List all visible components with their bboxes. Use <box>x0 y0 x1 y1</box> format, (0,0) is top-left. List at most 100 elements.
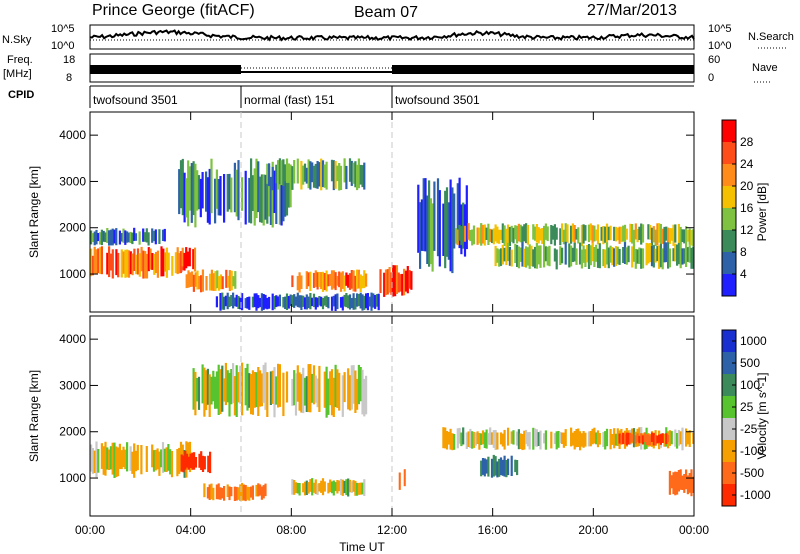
echo-cell <box>327 297 330 309</box>
echo-cell <box>248 296 251 310</box>
echo-cell <box>198 276 201 290</box>
echo-cell <box>607 247 610 269</box>
echo-cell <box>223 378 226 402</box>
echo-cell <box>311 373 314 403</box>
colorbar-swatch <box>722 252 736 275</box>
echo-cell <box>357 269 360 289</box>
echo-cell <box>345 272 348 286</box>
echo-cell <box>318 483 321 492</box>
echo-cell <box>268 165 271 217</box>
nave-label: Nave <box>752 62 778 74</box>
echo-cell <box>273 367 276 418</box>
echo-cell <box>595 244 598 262</box>
echo-cell <box>97 233 100 242</box>
echo-cell <box>352 162 355 184</box>
colorbar-swatch <box>722 418 736 441</box>
echo-cell <box>140 246 143 272</box>
echo-cell <box>604 431 607 450</box>
echo-cell <box>230 487 233 497</box>
echo-cell <box>302 165 305 185</box>
echo-cell <box>632 244 636 262</box>
echo-cell <box>90 444 93 472</box>
echo-cell <box>187 456 190 470</box>
colorbar-swatch <box>722 274 736 297</box>
echo-cell <box>496 226 499 244</box>
echo-cell <box>330 296 334 311</box>
echo-cell <box>665 226 668 241</box>
echo-cell <box>501 459 504 476</box>
echo-cell <box>186 251 190 267</box>
echo-cell <box>384 269 388 296</box>
echo-cell <box>692 246 695 269</box>
echo-cell <box>692 229 695 247</box>
echo-cell <box>456 229 459 246</box>
echo-cell <box>134 450 138 472</box>
echo-cell <box>641 248 645 269</box>
echo-cell <box>631 246 634 268</box>
echo-cell <box>458 177 461 249</box>
echo-cell <box>453 193 456 249</box>
echo-cell <box>255 484 258 497</box>
echo-cell <box>553 224 556 246</box>
echo-cell <box>356 293 359 307</box>
echo-cell <box>316 297 319 308</box>
echo-cell <box>499 457 503 476</box>
echo-cell <box>282 372 285 417</box>
echo-cell <box>99 247 102 274</box>
echo-cell <box>681 248 684 265</box>
echo-cell <box>259 176 262 223</box>
echo-cell <box>499 248 503 266</box>
echo-cell <box>631 434 634 442</box>
echo-cell <box>309 364 312 413</box>
echo-cell <box>314 297 317 310</box>
echo-cell <box>512 227 515 244</box>
echo-cell <box>145 446 148 472</box>
echo-cell <box>692 432 695 444</box>
echo-cell <box>685 469 688 490</box>
echo-cell <box>356 269 359 289</box>
echo-cell <box>158 229 161 244</box>
echo-cell <box>255 293 258 311</box>
echo-cell <box>690 469 693 497</box>
echo-cell <box>191 271 194 287</box>
echo-cell <box>332 160 335 191</box>
echo-cell <box>668 228 671 244</box>
echo-cell <box>307 296 310 309</box>
echo-cell <box>426 195 429 264</box>
echo-cell <box>251 296 254 308</box>
echo-cell <box>659 224 662 246</box>
echo-cell <box>275 376 278 405</box>
echo-cell <box>294 482 298 494</box>
echo-cell <box>667 242 670 269</box>
echo-cell <box>467 223 470 240</box>
echo-cell <box>302 295 305 307</box>
echo-cell <box>225 269 228 288</box>
echo-cell <box>343 158 346 183</box>
echo-cell <box>341 375 344 417</box>
echo-cell <box>429 198 432 265</box>
echo-cell <box>356 482 359 496</box>
echo-cell <box>508 247 511 266</box>
echo-cell <box>359 164 362 185</box>
echo-cell <box>372 293 375 308</box>
echo-cell <box>345 293 348 308</box>
echo-cell <box>641 435 645 445</box>
echo-cell <box>688 430 691 447</box>
echo-cell <box>686 475 689 495</box>
echo-cell <box>228 296 231 307</box>
echo-cell <box>273 296 276 310</box>
echo-cell <box>582 245 585 263</box>
power-ylabel: Slant Range [km] <box>27 166 41 258</box>
echo-cell <box>627 245 630 263</box>
echo-cell <box>616 246 619 265</box>
echo-cell <box>352 480 355 492</box>
echo-cell <box>494 245 497 267</box>
echo-cell <box>623 224 627 244</box>
echo-cell <box>118 230 121 245</box>
echo-cell <box>627 432 630 445</box>
echo-cell <box>192 161 195 216</box>
echo-cell <box>604 226 607 243</box>
echo-cell <box>239 297 242 310</box>
echo-cell <box>537 227 540 244</box>
freq-unit-label: [MHz] <box>3 68 32 80</box>
